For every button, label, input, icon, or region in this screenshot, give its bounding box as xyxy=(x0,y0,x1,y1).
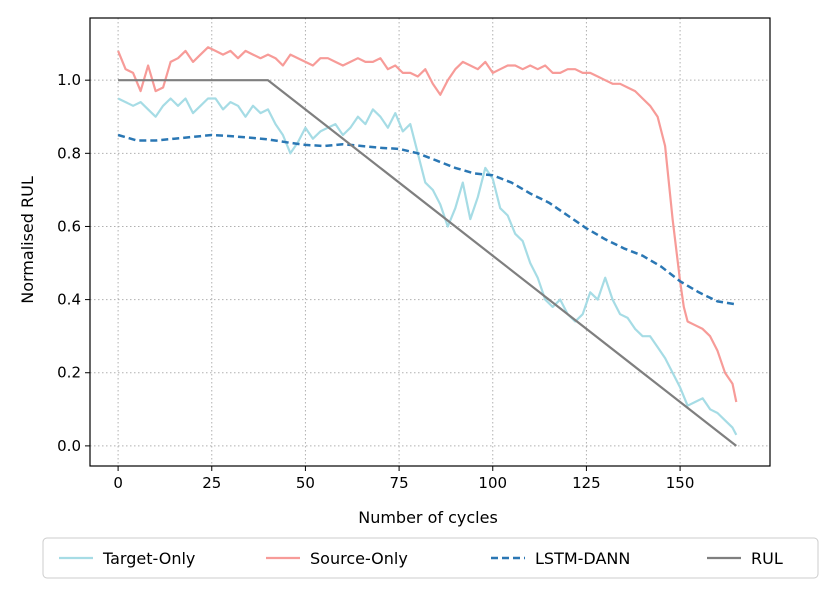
x-tick-label: 75 xyxy=(390,474,409,492)
plot-frame xyxy=(89,17,771,467)
x-tick-label: 100 xyxy=(478,474,507,492)
x-tick-label: 125 xyxy=(572,474,601,492)
series-line-source-only xyxy=(117,46,738,403)
grid xyxy=(90,18,770,466)
y-tick-label: 0.8 xyxy=(57,144,81,162)
series-line-rul xyxy=(118,79,737,447)
x-axis-label: Number of cycles xyxy=(358,508,498,527)
series-line-target-only xyxy=(117,97,738,436)
x-tick-label: 0 xyxy=(113,474,123,492)
legend-frame xyxy=(42,537,819,579)
ticks: 0 25 50 75 100 125 150 0.0 0.2 0.4 0.6 0.8 1.0 xyxy=(57,71,694,492)
legend-label: LSTM-DANN xyxy=(535,549,630,568)
y-tick-label: 0.6 xyxy=(57,217,81,235)
y-tick-label: 0.2 xyxy=(57,364,81,382)
legend-label: Target-Only xyxy=(102,549,195,568)
x-tick-label: 50 xyxy=(296,474,315,492)
series-layer xyxy=(117,46,738,447)
legend-label: RUL xyxy=(751,549,783,568)
y-axis-label: Normalised RUL xyxy=(18,176,37,304)
y-tick-label: 1.0 xyxy=(57,71,81,89)
y-tick-label: 0.0 xyxy=(57,437,81,455)
x-tick-label: 25 xyxy=(202,474,221,492)
y-tick-label: 0.4 xyxy=(57,291,81,309)
legend-label: Source-Only xyxy=(310,549,408,568)
legend: Target-Only Source-Only LSTM-DANN RUL xyxy=(42,537,819,579)
x-tick-label: 150 xyxy=(666,474,695,492)
series-line-lstm-dann xyxy=(117,133,737,306)
